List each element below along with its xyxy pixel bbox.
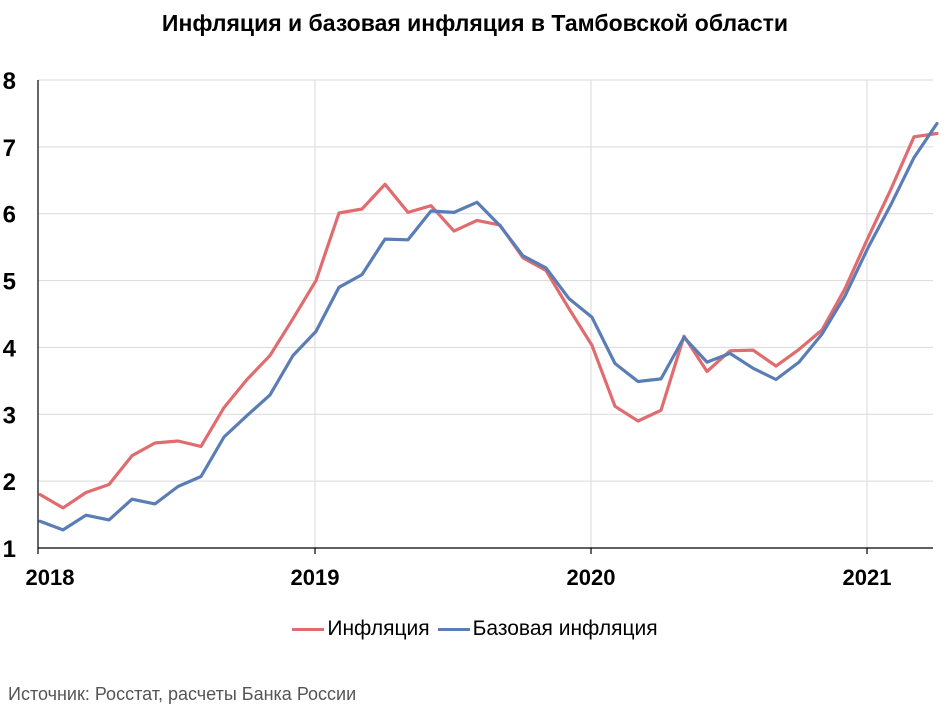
source-note: Источник: Росстат, расчеты Банка России xyxy=(8,684,357,704)
series-line-core-inflation xyxy=(38,121,939,532)
axes xyxy=(37,80,933,549)
y-tick-label-1: 1 xyxy=(3,536,16,563)
legend-swatch-inflation xyxy=(292,627,325,631)
y-tick-label-7: 7 xyxy=(3,135,16,162)
line-chart: 1 2 3 4 5 6 7 8 2018 2019 2020 2021 xyxy=(3,68,939,590)
y-tick-label-5: 5 xyxy=(3,269,16,296)
y-tick-label-8: 8 xyxy=(3,68,16,95)
legend: Инфляция Базовая инфляция xyxy=(0,617,950,641)
legend-swatch-core-inflation xyxy=(437,627,470,631)
x-tick-label-2019: 2019 xyxy=(291,565,340,590)
y-tick-label-2: 2 xyxy=(3,469,16,496)
y-tick-label-6: 6 xyxy=(3,202,16,229)
chart-title: Инфляция и базовая инфляция в Тамбовской… xyxy=(161,10,789,36)
series-lines xyxy=(38,121,939,532)
series-line-inflation xyxy=(38,131,939,510)
x-tick-labels: 2018 2019 2020 2021 xyxy=(26,565,892,590)
legend-item-inflation: Инфляция xyxy=(292,617,430,641)
y-tick-label-3: 3 xyxy=(3,402,16,429)
x-tick-label-2018: 2018 xyxy=(26,565,75,590)
legend-label-core-inflation: Базовая инфляция xyxy=(472,617,658,640)
x-tick-label-2020: 2020 xyxy=(567,565,616,590)
y-tick-label-4: 4 xyxy=(3,335,17,362)
legend-label-inflation: Инфляция xyxy=(327,617,430,640)
horizontal-gridlines xyxy=(38,79,933,482)
x-tick-label-2021: 2021 xyxy=(843,565,892,590)
y-tick-labels: 1 2 3 4 5 6 7 8 xyxy=(3,68,17,563)
legend-item-core-inflation: Базовая инфляция xyxy=(437,617,658,641)
vertical-gridlines xyxy=(37,80,868,554)
